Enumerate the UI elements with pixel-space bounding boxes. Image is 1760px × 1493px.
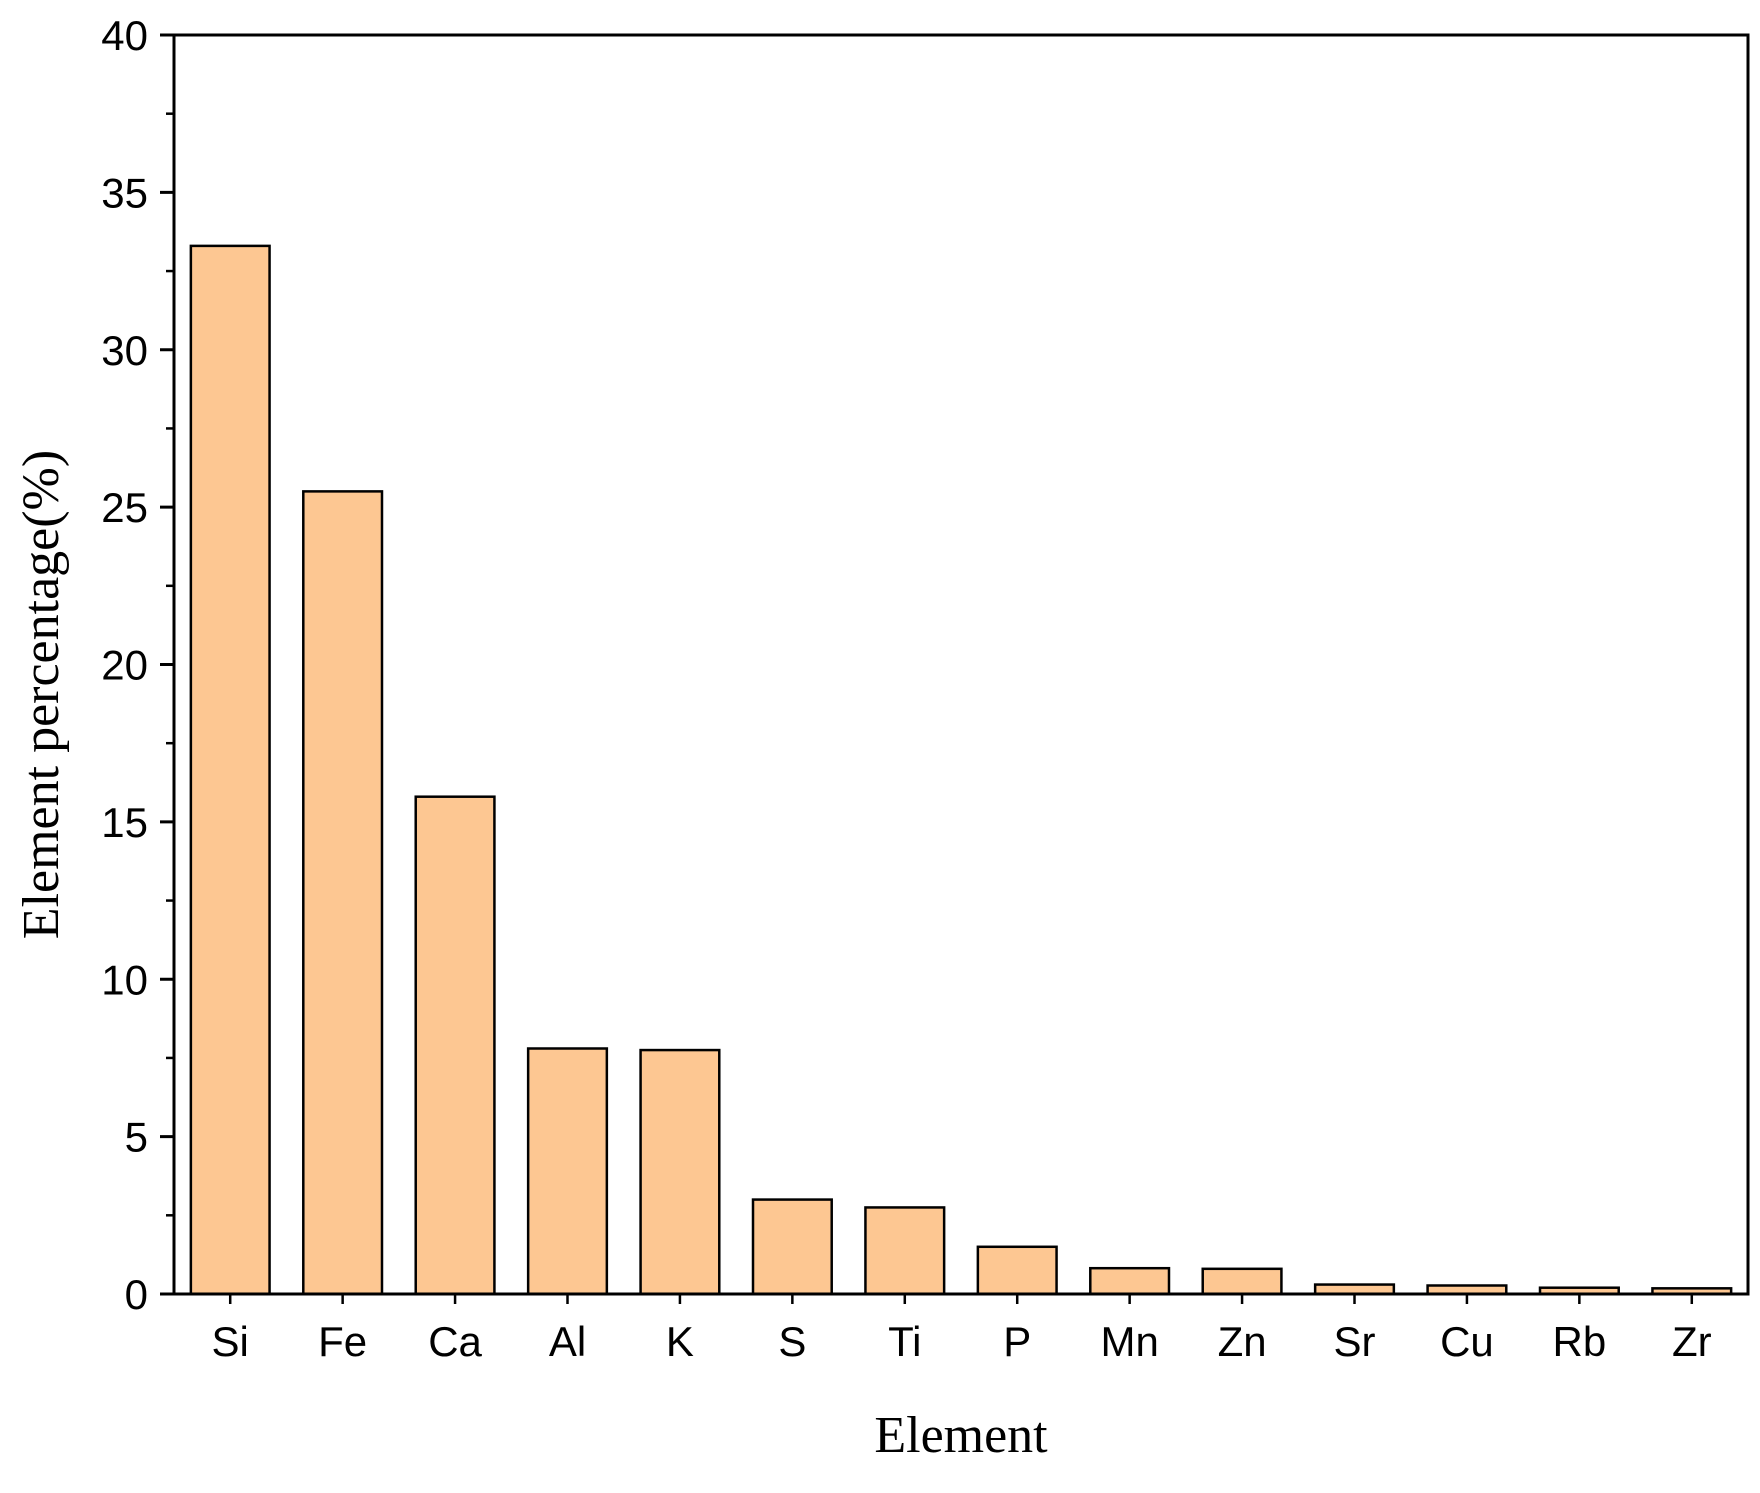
x-tick-label-zn: Zn	[1218, 1318, 1267, 1365]
y-tick-label: 5	[125, 1114, 148, 1161]
y-tick-label: 30	[101, 327, 148, 374]
y-tick-label: 15	[101, 799, 148, 846]
x-tick-label-k: K	[666, 1318, 694, 1365]
y-axis-title: Element percentage(%)	[13, 450, 70, 939]
bar-ca	[414, 795, 496, 1296]
x-tick-label-zr: Zr	[1672, 1318, 1712, 1365]
y-tick-label: 0	[125, 1271, 148, 1318]
y-tick-label: 20	[101, 642, 148, 689]
bar-s	[751, 1198, 833, 1296]
y-tick-label: 10	[101, 956, 148, 1003]
x-axis-title: Element	[874, 1407, 1048, 1464]
bar-p	[976, 1245, 1058, 1296]
x-tick-label-mn: Mn	[1100, 1318, 1158, 1365]
y-tick-label: 25	[101, 484, 148, 531]
plot-frame	[172, 33, 1750, 1296]
bar-k	[639, 1048, 721, 1296]
x-ticks-group: Si Fe Ca Al K S Ti P Mn Zn Sr Cu Rb Zr	[212, 1294, 1712, 1365]
bar-zn	[1201, 1267, 1283, 1296]
x-tick-label-si: Si	[212, 1318, 249, 1365]
x-tick-label-ca: Ca	[428, 1318, 482, 1365]
x-tick-label-rb: Rb	[1553, 1318, 1607, 1365]
x-tick-label-fe: Fe	[318, 1318, 367, 1365]
y-tick-label: 40	[101, 12, 148, 59]
bar-mn	[1089, 1266, 1171, 1296]
bar-al	[526, 1047, 609, 1296]
x-tick-label-p: P	[1003, 1318, 1031, 1365]
x-tick-label-ti: Ti	[888, 1318, 921, 1365]
x-tick-label-al: Al	[549, 1318, 586, 1365]
x-tick-label-s: S	[778, 1318, 806, 1365]
x-tick-label-cu: Cu	[1440, 1318, 1494, 1365]
bar-ti	[864, 1206, 946, 1296]
bar-fe	[302, 490, 384, 1296]
y-ticks-group: 0 5 10 15 20 25 30 35 40	[101, 12, 174, 1318]
y-tick-label: 35	[101, 169, 148, 216]
x-tick-label-sr: Sr	[1334, 1318, 1376, 1365]
bar-si	[189, 244, 271, 1296]
bars-group	[189, 244, 1733, 1296]
